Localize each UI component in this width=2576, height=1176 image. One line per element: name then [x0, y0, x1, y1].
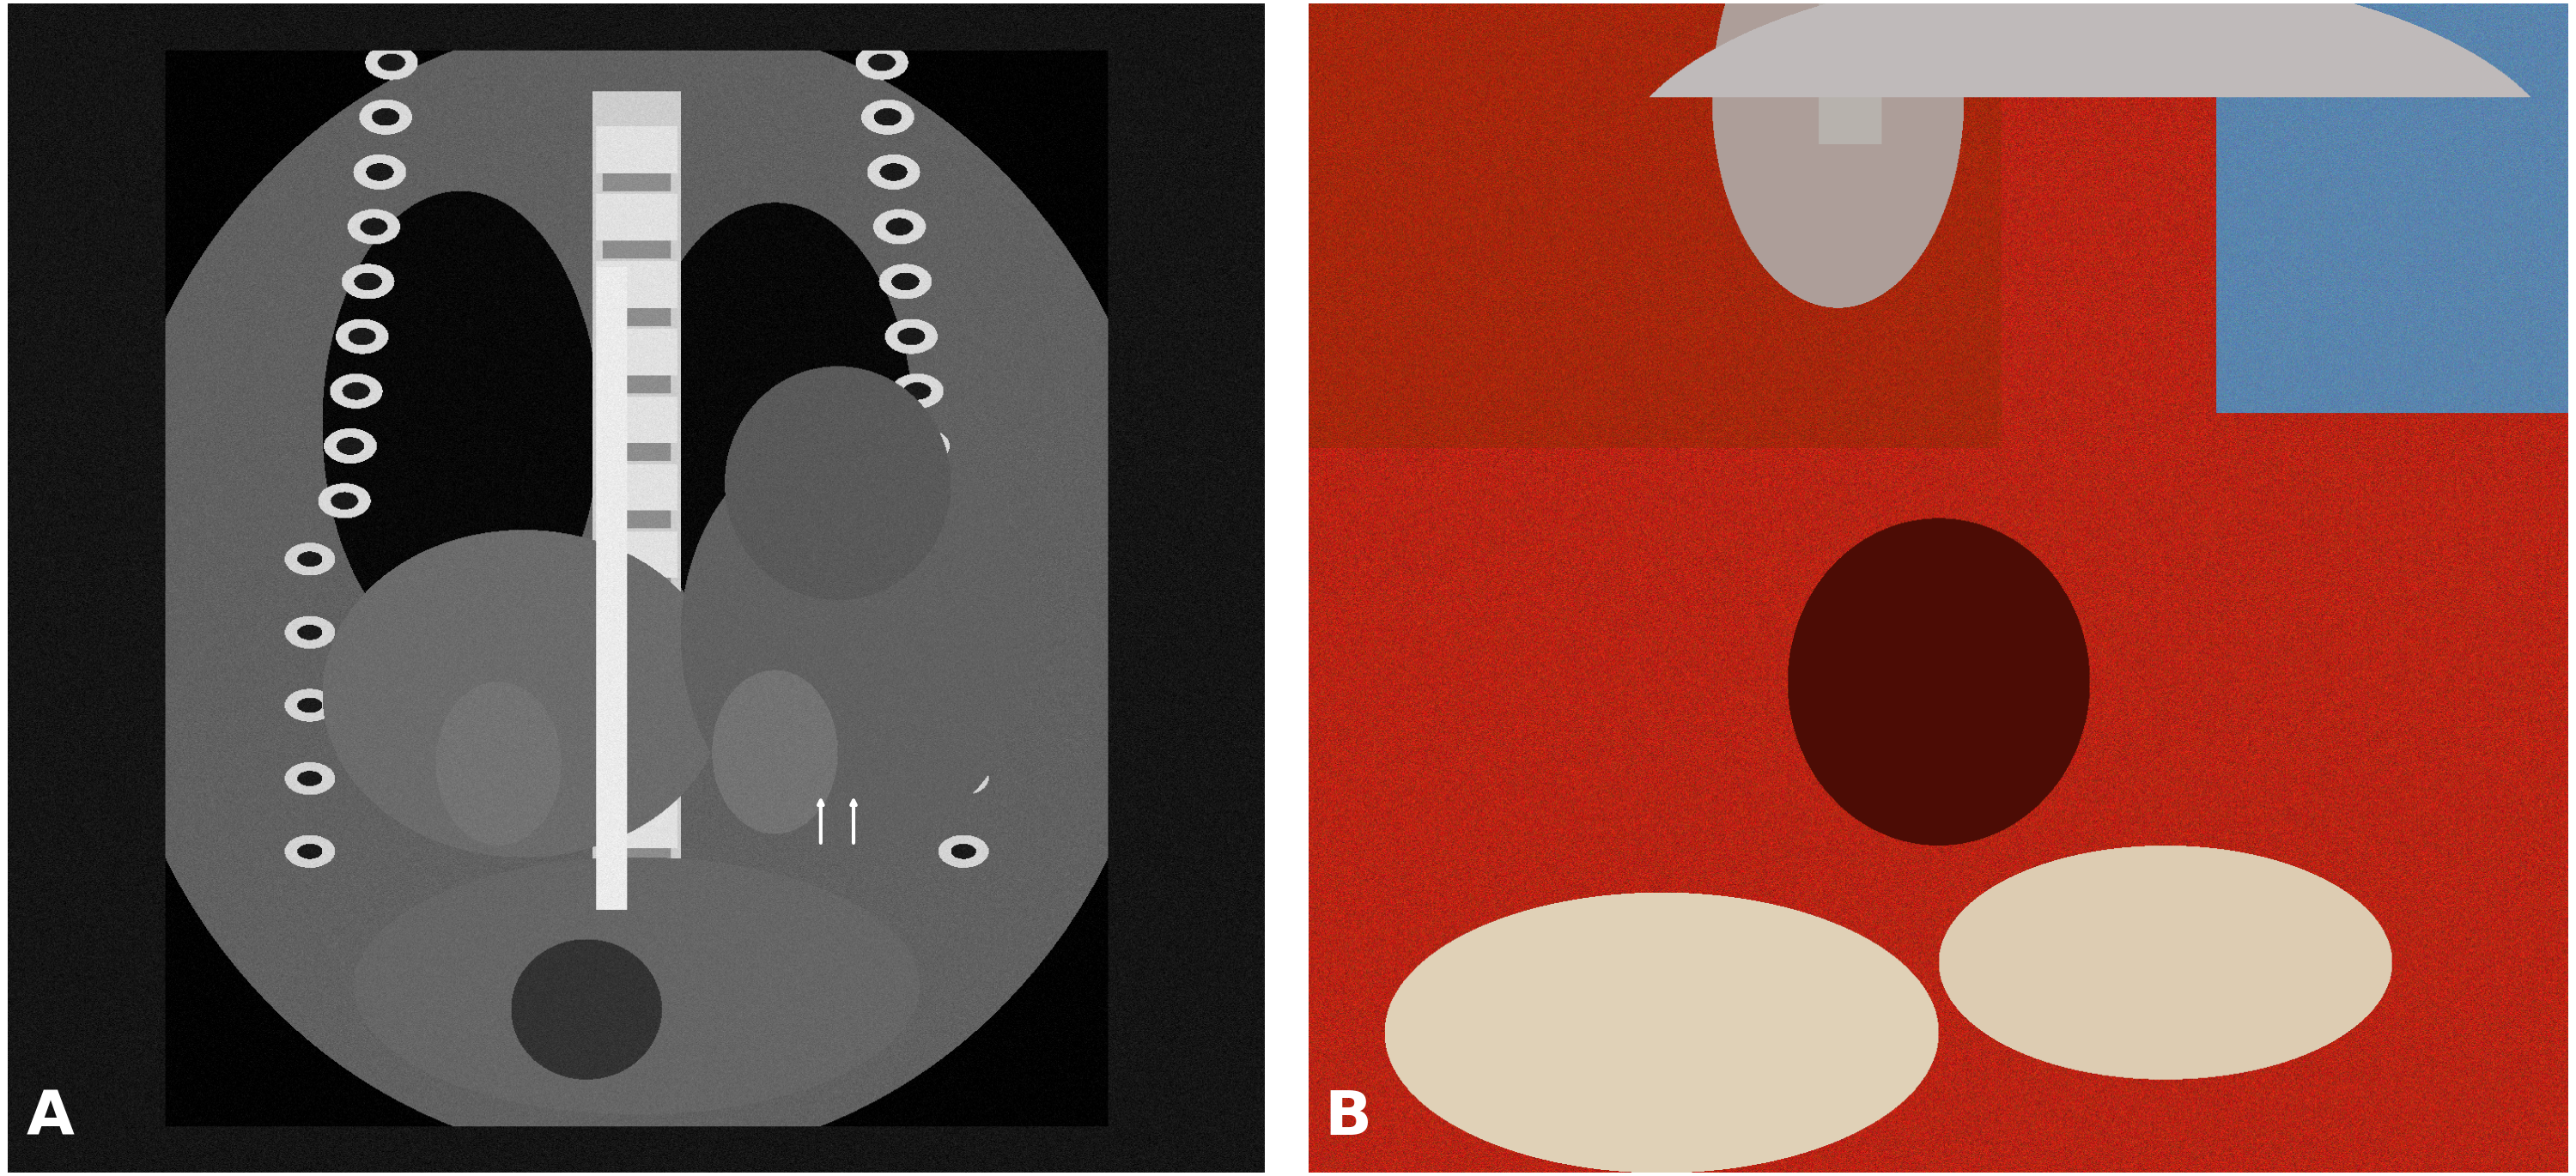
Text: A: A — [26, 1088, 75, 1148]
Text: B: B — [1324, 1088, 1373, 1148]
